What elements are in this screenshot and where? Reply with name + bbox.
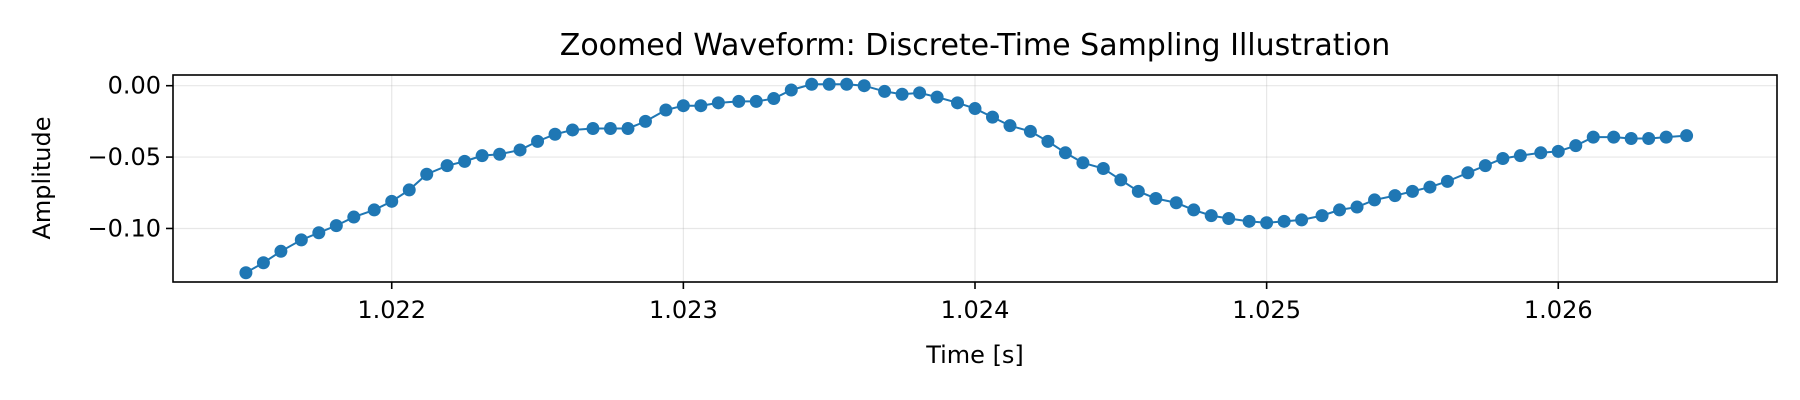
data-point — [711, 96, 725, 110]
data-point — [1642, 132, 1656, 146]
data-point — [767, 92, 781, 106]
data-point — [822, 77, 836, 91]
data-point — [1058, 146, 1072, 160]
data-point — [1569, 139, 1583, 153]
data-point — [603, 122, 617, 136]
data-point — [1368, 193, 1382, 207]
y-tick-label: 0.00 — [108, 72, 161, 100]
data-point — [1277, 214, 1291, 228]
data-point — [513, 143, 527, 157]
x-axis: 1.022 1.023 1.024 1.025 1.026 — [357, 282, 1593, 324]
data-point — [659, 103, 673, 117]
data-point — [385, 194, 399, 208]
data-point — [621, 122, 635, 136]
y-tick-label: −0.10 — [87, 214, 161, 242]
data-point — [1405, 184, 1419, 198]
data-point — [1149, 191, 1163, 205]
data-point — [1295, 213, 1309, 227]
data-point — [1114, 173, 1128, 187]
data-point — [1513, 149, 1527, 163]
data-point — [1131, 184, 1145, 198]
data-point — [1333, 203, 1347, 217]
data-point — [913, 86, 927, 100]
data-point — [1659, 130, 1673, 144]
data-point — [1350, 200, 1364, 214]
data-point — [805, 77, 819, 91]
data-point — [1315, 209, 1329, 223]
data-point — [857, 79, 871, 93]
data-point — [367, 203, 381, 217]
data-point — [1461, 166, 1475, 180]
y-tick-label: −0.05 — [87, 143, 161, 171]
data-point — [1586, 130, 1600, 144]
x-tick-label: 1.026 — [1524, 296, 1593, 324]
data-point — [986, 110, 999, 124]
data-point — [294, 233, 308, 247]
data-point — [531, 134, 545, 148]
data-point — [566, 123, 580, 137]
data-point — [895, 87, 909, 101]
data-point — [968, 102, 982, 116]
data-point — [475, 149, 489, 163]
data-point — [493, 147, 507, 161]
data-point — [586, 122, 600, 136]
data-point — [784, 83, 798, 97]
data-point — [1041, 134, 1055, 148]
data-point — [732, 94, 746, 108]
x-tick-label: 1.023 — [649, 296, 718, 324]
data-point — [749, 94, 763, 108]
data-point — [274, 244, 288, 258]
x-tick-label: 1.024 — [941, 296, 1010, 324]
chart-title: Zoomed Waveform: Discrete-Time Sampling … — [560, 28, 1390, 63]
data-point — [1607, 130, 1621, 144]
data-point — [1478, 159, 1492, 173]
x-tick-label: 1.025 — [1232, 296, 1301, 324]
data-point — [1187, 203, 1201, 217]
data-point — [638, 114, 652, 128]
data-point — [1003, 119, 1017, 133]
data-point — [840, 77, 854, 91]
data-point — [420, 167, 434, 181]
data-point — [1260, 216, 1274, 230]
data-point — [1496, 152, 1510, 166]
data-point — [1423, 180, 1437, 194]
data-point — [930, 90, 944, 104]
x-axis-label: Time [s] — [925, 341, 1024, 369]
y-axis-label: Amplitude — [28, 117, 56, 240]
data-point — [1551, 144, 1565, 158]
series-layer — [239, 77, 1694, 280]
data-point — [239, 266, 253, 280]
data-point — [347, 210, 361, 224]
data-point — [1440, 174, 1454, 188]
data-point — [951, 96, 964, 110]
data-point — [1624, 132, 1638, 146]
data-point — [440, 159, 454, 173]
data-point — [1023, 124, 1037, 138]
data-point — [1534, 146, 1548, 160]
x-tick-label: 1.022 — [357, 296, 426, 324]
data-point — [1096, 162, 1110, 176]
data-point — [548, 127, 562, 141]
data-point — [1076, 156, 1090, 170]
data-point — [694, 99, 708, 113]
data-point — [1222, 211, 1236, 225]
data-point — [1388, 189, 1402, 203]
data-point — [676, 99, 690, 113]
data-point — [458, 154, 472, 168]
data-point — [402, 183, 416, 197]
data-point — [1169, 196, 1183, 210]
data-point — [329, 219, 343, 233]
data-point — [1680, 129, 1694, 143]
data-point — [1204, 209, 1218, 223]
data-point — [256, 256, 270, 270]
data-point — [1242, 214, 1256, 228]
data-point — [878, 84, 892, 98]
data-point — [312, 226, 326, 240]
y-axis: 0.00 −0.05 −0.10 — [87, 72, 173, 242]
